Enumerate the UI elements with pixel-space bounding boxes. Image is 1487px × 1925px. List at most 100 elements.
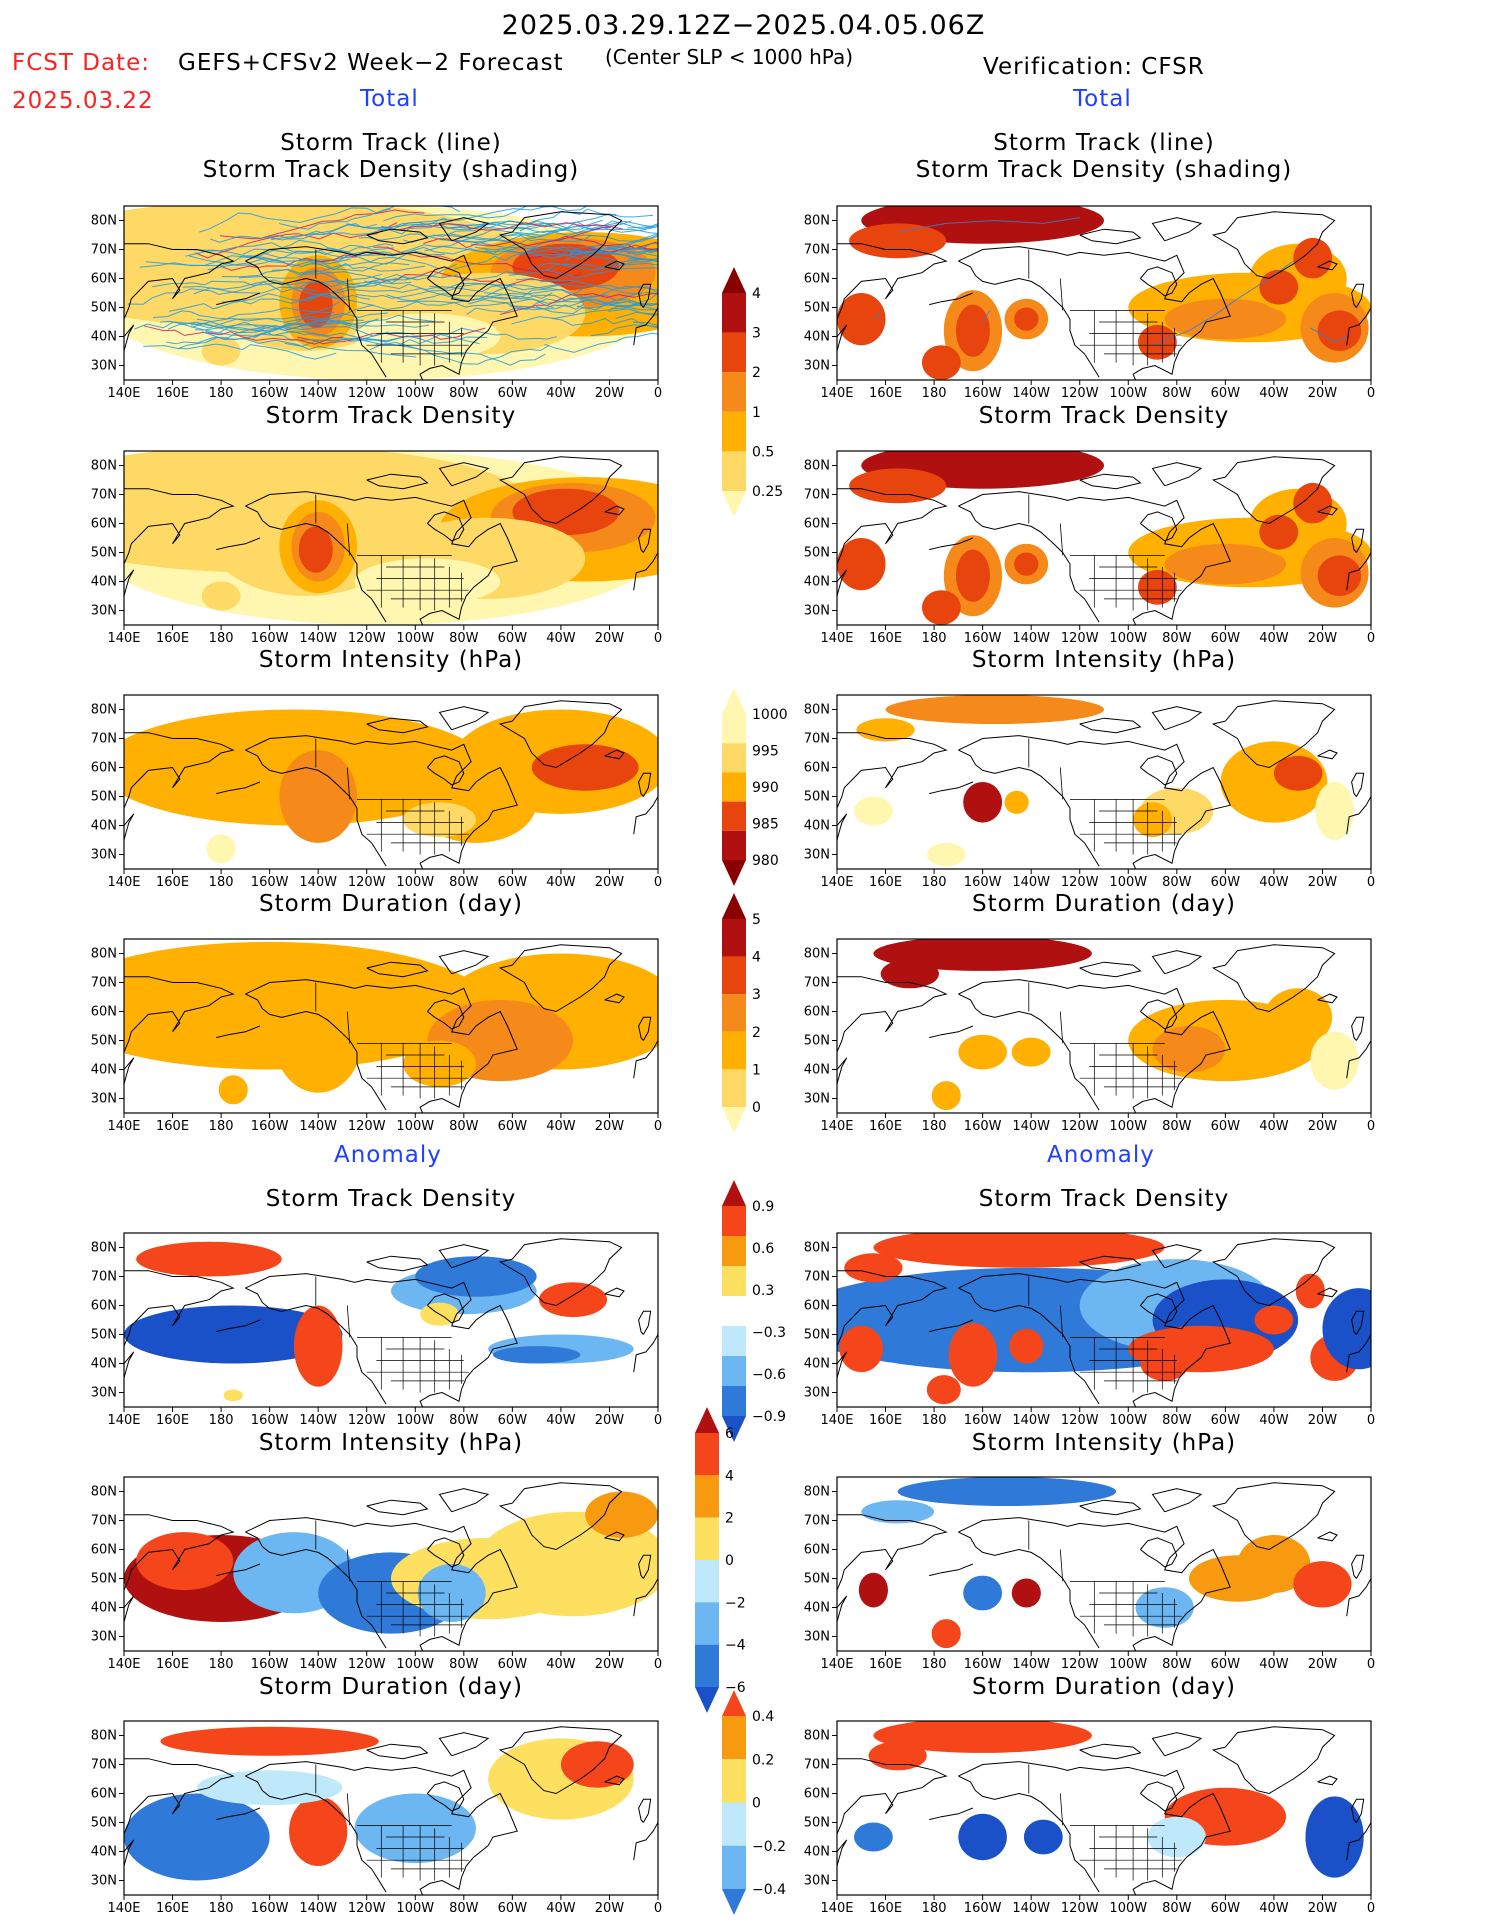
coastline	[438, 217, 490, 242]
plot-frame	[836, 205, 1372, 381]
lon-tick-label: 160E	[156, 1901, 189, 1916]
lon-tick-label: 160W	[251, 631, 289, 646]
coastline	[216, 1025, 261, 1039]
lon-tick-label: 0	[654, 1901, 662, 1916]
coastline	[498, 1238, 623, 1307]
plot-frame	[836, 694, 1372, 870]
shaded-region	[853, 1822, 893, 1852]
lon-tick-label: 0	[1367, 1119, 1375, 1134]
shaded-region	[136, 1532, 234, 1591]
lon-tick-label: 0	[1367, 1413, 1375, 1428]
coastline	[1211, 1238, 1336, 1307]
coastline	[427, 511, 465, 542]
lat-tick-label: 60N	[804, 272, 830, 287]
colorbar-arrow-top	[722, 893, 746, 919]
colorbar-label: −0.6	[752, 1367, 786, 1383]
lon-tick-label: 60W	[498, 875, 528, 890]
colorbar-segment	[722, 1296, 746, 1326]
lon-tick-label: 160E	[156, 1657, 189, 1672]
shaded-region	[1259, 514, 1299, 550]
section-total-right: Total	[1073, 86, 1132, 112]
lat-tick-label: 50N	[804, 790, 830, 805]
coastline	[366, 1499, 429, 1516]
colorbar-label: 4	[725, 1468, 734, 1484]
coastline	[124, 1758, 235, 1835]
shaded-region	[1293, 1561, 1352, 1608]
colorbar-segment	[722, 1236, 746, 1266]
lat-tick-label: 40N	[91, 1845, 117, 1860]
lon-tick-label: 40W	[546, 631, 576, 646]
coastline	[1346, 1040, 1371, 1079]
lon-tick-label: 120W	[348, 875, 386, 890]
shaded-region	[873, 1721, 1092, 1753]
lon-tick-label: 20W	[595, 1119, 625, 1134]
colorbar-label: 4	[752, 950, 761, 966]
page-title: 2025.03.29.12Z−2025.04.05.06Z	[501, 10, 986, 41]
colorbar-segment	[722, 1031, 746, 1070]
title-density-left: Storm Track Density	[265, 403, 517, 429]
lon-tick-label: 40W	[546, 1413, 576, 1428]
plot-frame	[836, 1720, 1372, 1896]
coastline	[638, 528, 652, 553]
coastline	[958, 1273, 1231, 1407]
coastline	[1346, 1334, 1371, 1373]
coastline	[124, 1270, 235, 1347]
shaded-region	[531, 744, 639, 791]
colorbar-label: 1	[752, 1062, 761, 1078]
coastline	[633, 1334, 658, 1373]
storm-track-line	[364, 280, 553, 300]
shaded-region	[955, 304, 990, 357]
lat-tick-label: 30N	[91, 359, 117, 374]
lat-tick-label: 50N	[804, 1572, 830, 1587]
lon-tick-label: 20W	[1308, 875, 1338, 890]
colorbar-label: −2	[725, 1595, 746, 1611]
lon-tick-label: 60W	[498, 1119, 528, 1134]
plot-frame	[123, 694, 659, 870]
coastline	[245, 749, 387, 867]
lat-tick-label: 50N	[804, 301, 830, 316]
lat-tick-label: 60N	[91, 272, 117, 287]
coastline	[1079, 1499, 1142, 1516]
colorbar-label: 3	[752, 987, 761, 1003]
coastline	[1346, 552, 1371, 591]
shaded-region	[298, 526, 333, 573]
lon-tick-label: 180	[922, 631, 947, 646]
colorbar-label: 0.4	[752, 1709, 774, 1725]
coastline	[837, 1758, 948, 1835]
lat-tick-label: 80N	[804, 214, 830, 229]
coastline	[427, 1537, 465, 1568]
lon-tick-label: 60W	[498, 1657, 528, 1672]
colorbar-label: 2	[725, 1511, 734, 1527]
shaded-region	[844, 1253, 903, 1283]
lon-tick-label: 160W	[964, 386, 1002, 401]
coastline	[837, 976, 948, 1053]
lon-tick-label: 60W	[498, 1413, 528, 1428]
coastline	[1140, 266, 1178, 297]
shaded-region	[1135, 1587, 1194, 1628]
shaded-region	[958, 1813, 1007, 1861]
coastline	[929, 1807, 974, 1821]
lon-tick-label: 160W	[251, 875, 289, 890]
lon-tick-label: 140E	[107, 631, 140, 646]
coastline	[438, 462, 490, 487]
coastline	[216, 1319, 261, 1333]
lon-tick-label: 80W	[449, 1901, 479, 1916]
lon-tick-label: 60W	[498, 631, 528, 646]
coastline	[216, 537, 261, 551]
colorbar-segment	[695, 1602, 719, 1645]
lon-tick-label: 60W	[1211, 875, 1241, 890]
plot-frame	[123, 1720, 659, 1896]
coastline	[427, 755, 465, 786]
coastline	[958, 1287, 1100, 1405]
lat-tick-label: 40N	[804, 1357, 830, 1372]
shaded-region	[1322, 1288, 1371, 1370]
coastline	[1351, 528, 1365, 553]
lon-tick-label: 160E	[156, 875, 189, 890]
plot-frame	[836, 1476, 1372, 1652]
lon-tick-label: 180	[209, 386, 234, 401]
colorbar-segment	[722, 332, 746, 373]
colorbar-arrow-bottom	[722, 491, 746, 517]
lat-tick-label: 80N	[804, 1241, 830, 1256]
colorbar-label: 2	[752, 1025, 761, 1041]
lon-tick-label: 140E	[820, 1657, 853, 1672]
